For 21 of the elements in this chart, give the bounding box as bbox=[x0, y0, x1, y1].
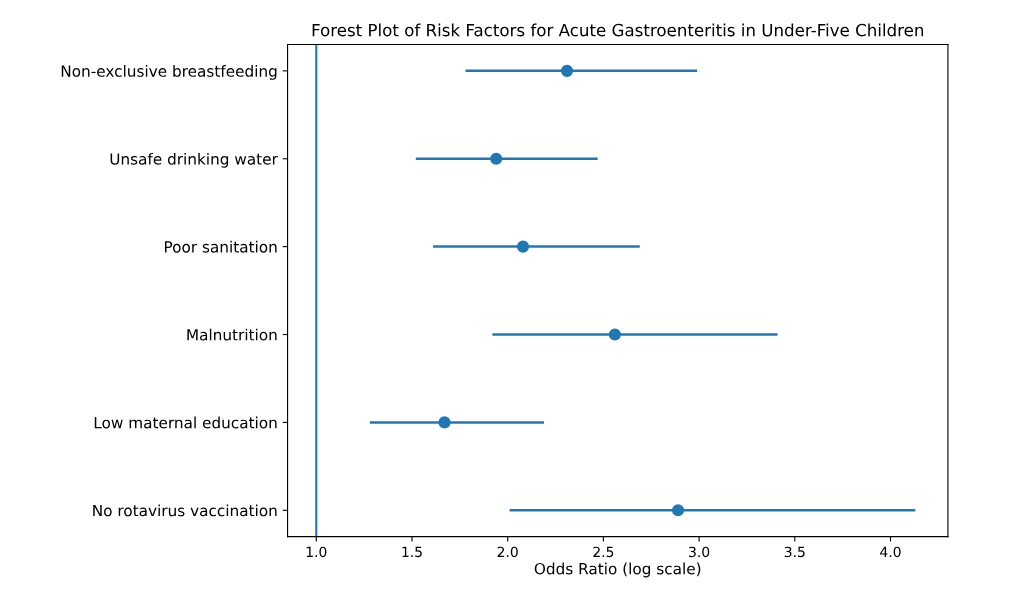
x-tick-label: 3.5 bbox=[784, 546, 805, 558]
x-tick-label: 4.0 bbox=[880, 546, 901, 558]
y-tick-label: Poor sanitation bbox=[164, 240, 277, 253]
y-tick-label: Malnutrition bbox=[187, 328, 277, 341]
point bbox=[490, 152, 503, 165]
y-tick-label: No rotavirus vaccination bbox=[93, 504, 277, 517]
chart-title: Forest Plot of Risk Factors for Acute Gastroenteritis in Under-Five Children bbox=[312, 23, 924, 37]
point bbox=[516, 240, 530, 253]
point bbox=[608, 328, 621, 341]
point bbox=[671, 504, 685, 517]
y-tick-label: Unsafe drinking water bbox=[110, 152, 278, 168]
y-tick-label: Low maternal education bbox=[94, 416, 277, 429]
point bbox=[438, 416, 451, 429]
point bbox=[560, 64, 574, 77]
x-axis-title: Odds Ratio (log scale) bbox=[534, 562, 701, 578]
x-tick-label: 2.0 bbox=[497, 546, 518, 558]
x-tick-label: 1.5 bbox=[402, 546, 422, 558]
x-tick-label: 3.0 bbox=[689, 546, 710, 558]
x-tick-label: 1.0 bbox=[306, 546, 327, 558]
x-tick-label: 2.5 bbox=[593, 546, 614, 558]
y-tick-label: Non-exclusive breastfeeding bbox=[61, 65, 277, 80]
